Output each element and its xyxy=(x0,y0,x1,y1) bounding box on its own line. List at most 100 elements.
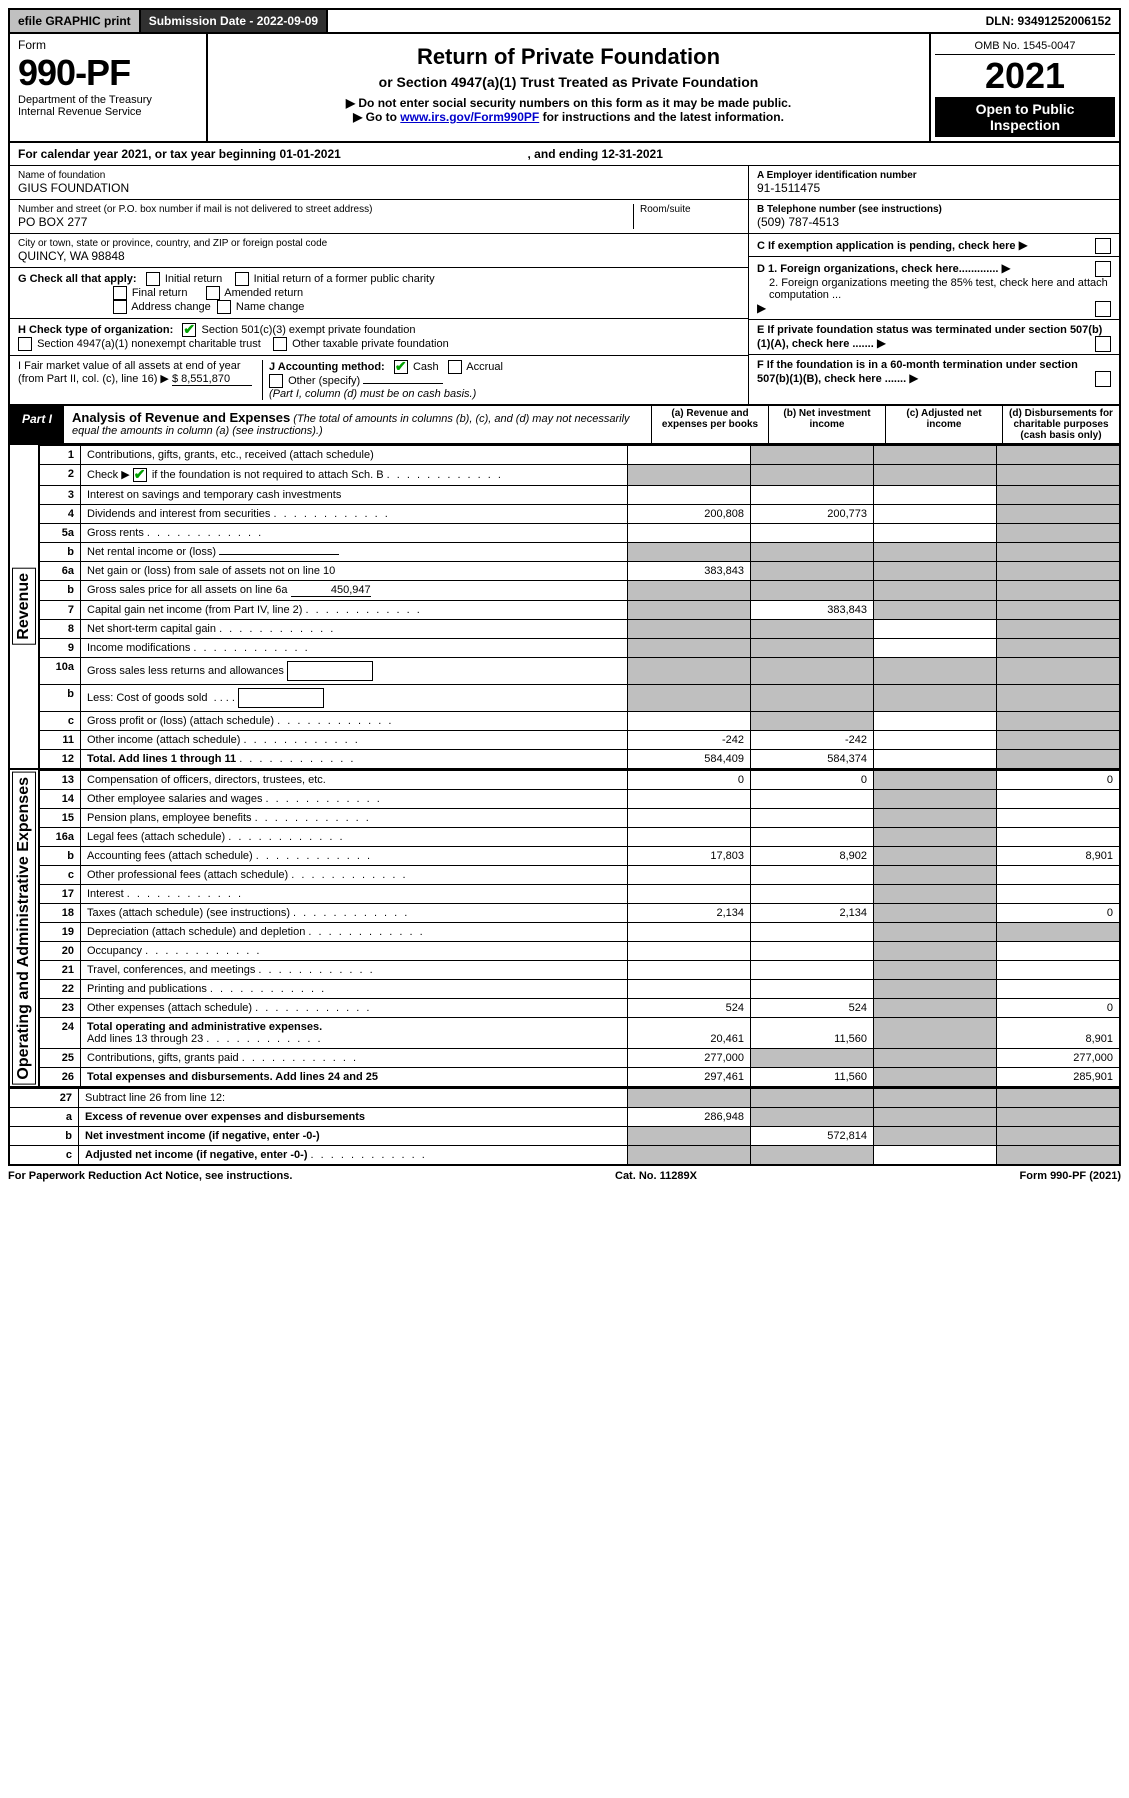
g-o1: Initial return xyxy=(165,273,222,285)
table-row: bNet rental income or (loss) xyxy=(39,543,1120,562)
chk-501c3[interactable] xyxy=(182,323,196,337)
opex-table: 13Compensation of officers, directors, t… xyxy=(38,770,1121,1088)
r22-desc: Printing and publications xyxy=(81,980,628,999)
r15-desc: Pension plans, employee benefits xyxy=(81,809,628,828)
part1-label: Part I xyxy=(10,406,64,443)
form-subtitle: or Section 4947(a)(1) Trust Treated as P… xyxy=(214,74,923,90)
addr-value: PO BOX 277 xyxy=(18,215,633,229)
r1-desc: Contributions, gifts, grants, etc., rece… xyxy=(81,446,628,465)
header-right: OMB No. 1545-0047 2021 Open to Public In… xyxy=(931,34,1119,141)
r24-a: 20,461 xyxy=(628,1018,751,1049)
r4-a: 200,808 xyxy=(628,505,751,524)
r26-d: 285,901 xyxy=(997,1068,1121,1088)
r10a-desc: Gross sales less returns and allowances xyxy=(81,658,628,685)
r4-desc: Dividends and interest from securities xyxy=(81,505,628,524)
chk-d2[interactable] xyxy=(1095,301,1111,317)
r11-desc: Other income (attach schedule) xyxy=(81,731,628,750)
r13-a: 0 xyxy=(628,771,751,790)
table-row: 10aGross sales less returns and allowanc… xyxy=(39,658,1120,685)
revenue-section: Revenue 1Contributions, gifts, grants, e… xyxy=(8,445,1121,770)
city-label: City or town, state or province, country… xyxy=(18,238,740,249)
e-label: E If private foundation status was termi… xyxy=(757,324,1102,350)
chk-d1[interactable] xyxy=(1095,261,1111,277)
col-c-header: (c) Adjusted net income xyxy=(885,406,1002,443)
h-o2: Section 4947(a)(1) nonexempt charitable … xyxy=(37,338,261,350)
chk-final[interactable] xyxy=(113,286,127,300)
irs-link[interactable]: www.irs.gov/Form990PF xyxy=(400,110,539,124)
f-cell: F If the foundation is in a 60-month ter… xyxy=(749,355,1119,389)
r6a-desc: Net gain or (loss) from sale of assets n… xyxy=(81,562,628,581)
r11-a: -242 xyxy=(628,731,751,750)
r14-desc: Other employee salaries and wages xyxy=(81,790,628,809)
r25-d: 277,000 xyxy=(997,1049,1121,1068)
d1-label: D 1. Foreign organizations, check here..… xyxy=(757,263,998,275)
r25-desc: Contributions, gifts, grants paid xyxy=(81,1049,628,1068)
e-cell: E If private foundation status was termi… xyxy=(749,320,1119,355)
cal-end: , and ending 12-31-2021 xyxy=(528,147,663,161)
footer-mid: Cat. No. 11289X xyxy=(615,1170,697,1182)
revenue-vert-label: Revenue xyxy=(12,568,36,645)
table-row: 27Subtract line 26 from line 12: xyxy=(9,1089,1120,1108)
chk-4947[interactable] xyxy=(18,337,32,351)
table-row: bAccounting fees (attach schedule) 17,80… xyxy=(39,847,1120,866)
r8-desc: Net short-term capital gain xyxy=(81,620,628,639)
efile-label[interactable]: efile GRAPHIC print xyxy=(10,10,141,32)
room-label: Room/suite xyxy=(640,204,740,215)
r23-d: 0 xyxy=(997,999,1121,1018)
city-value: QUINCY, WA 98848 xyxy=(18,249,740,263)
r16c-desc: Other professional fees (attach schedule… xyxy=(81,866,628,885)
table-row: 26Total expenses and disbursements. Add … xyxy=(39,1068,1120,1088)
r10c-desc: Gross profit or (loss) (attach schedule) xyxy=(81,712,628,731)
r18-b: 2,134 xyxy=(751,904,874,923)
r20-desc: Occupancy xyxy=(81,942,628,961)
g-o2: Initial return of a former public charit… xyxy=(254,273,435,285)
chk-cash[interactable] xyxy=(394,360,408,374)
form-header: Form 990-PF Department of the Treasury I… xyxy=(8,34,1121,143)
r27a-a: 286,948 xyxy=(628,1108,751,1127)
chk-initial[interactable] xyxy=(146,272,160,286)
col-b-header: (b) Net investment income xyxy=(768,406,885,443)
table-row: 4Dividends and interest from securities … xyxy=(39,505,1120,524)
chk-initial-former[interactable] xyxy=(235,272,249,286)
table-row: 23Other expenses (attach schedule) 52452… xyxy=(39,999,1120,1018)
r24-desc: Total operating and administrative expen… xyxy=(81,1018,628,1049)
d2-label: 2. Foreign organizations meeting the 85%… xyxy=(757,277,1111,301)
g-row: G Check all that apply: Initial return I… xyxy=(10,268,748,319)
chk-other-tax[interactable] xyxy=(273,337,287,351)
table-row: 13Compensation of officers, directors, t… xyxy=(39,771,1120,790)
r24-b: 11,560 xyxy=(751,1018,874,1049)
r7-b: 383,843 xyxy=(751,601,874,620)
note2-pre: ▶ Go to xyxy=(353,110,400,124)
table-row: 19Depreciation (attach schedule) and dep… xyxy=(39,923,1120,942)
r27b-desc: Net investment income (if negative, ente… xyxy=(79,1127,628,1146)
info-block: For calendar year 2021, or tax year begi… xyxy=(8,143,1121,406)
r26-b: 11,560 xyxy=(751,1068,874,1088)
chk-other-acct[interactable] xyxy=(269,374,283,388)
table-row: bLess: Cost of goods sold . . . . xyxy=(39,685,1120,712)
addr-cell: Number and street (or P.O. box number if… xyxy=(10,200,748,234)
r23-desc: Other expenses (attach schedule) xyxy=(81,999,628,1018)
i-value: $ 8,551,870 xyxy=(172,373,252,386)
name-label: Name of foundation xyxy=(18,170,740,181)
r13-desc: Compensation of officers, directors, tru… xyxy=(81,771,628,790)
r9-desc: Income modifications xyxy=(81,639,628,658)
r4-b: 200,773 xyxy=(751,505,874,524)
chk-e[interactable] xyxy=(1095,336,1111,352)
chk-namechg[interactable] xyxy=(217,300,231,314)
spacer xyxy=(328,10,977,32)
ein-cell: A Employer identification number 91-1511… xyxy=(749,166,1119,200)
chk-amended[interactable] xyxy=(206,286,220,300)
chk-f[interactable] xyxy=(1095,371,1111,387)
addr-label: Number and street (or P.O. box number if… xyxy=(18,204,633,215)
chk-addrchg[interactable] xyxy=(113,300,127,314)
table-row: 3Interest on savings and temporary cash … xyxy=(39,486,1120,505)
table-row: 25Contributions, gifts, grants paid 277,… xyxy=(39,1049,1120,1068)
chk-c[interactable] xyxy=(1095,238,1111,254)
chk-accrual[interactable] xyxy=(448,360,462,374)
opex-section: Operating and Administrative Expenses 13… xyxy=(8,770,1121,1088)
d-cell: D 1. Foreign organizations, check here..… xyxy=(749,257,1119,320)
col-a-header: (a) Revenue and expenses per books xyxy=(651,406,768,443)
chk-schb[interactable] xyxy=(133,468,147,482)
r6a-a: 383,843 xyxy=(628,562,751,581)
table-row: cAdjusted net income (if negative, enter… xyxy=(9,1146,1120,1166)
